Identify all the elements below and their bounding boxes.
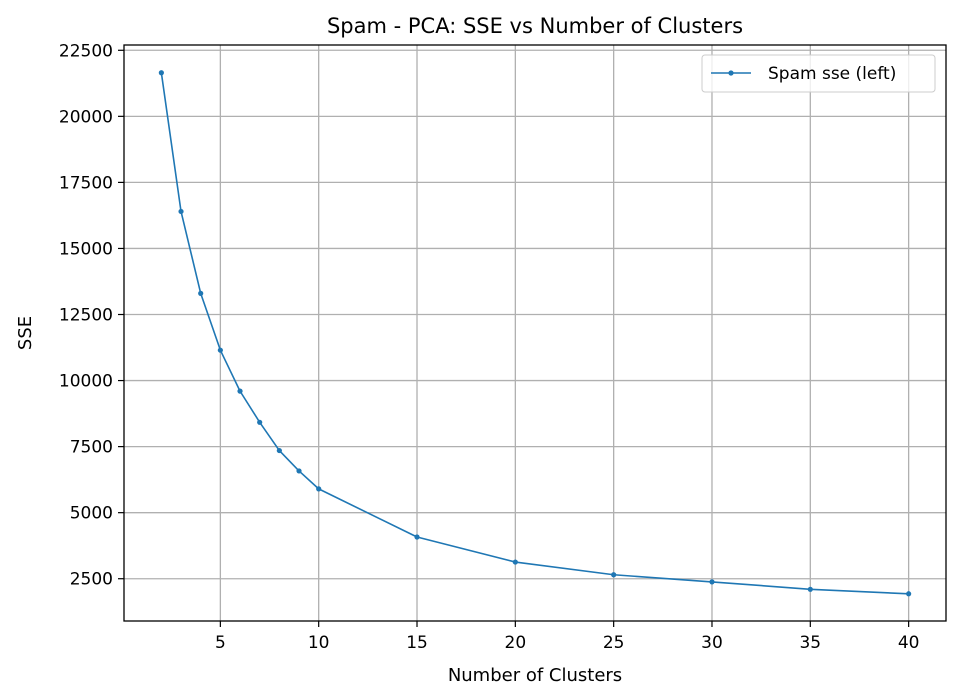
- x-axis-title: Number of Clusters: [448, 665, 622, 686]
- data-point: [198, 290, 204, 296]
- y-tick-label: 12500: [59, 306, 113, 326]
- data-point: [316, 486, 322, 492]
- data-point: [807, 586, 813, 592]
- data-point: [178, 208, 184, 215]
- x-axis-ticks: 5 10 15 20 25 30 35 40: [215, 621, 920, 653]
- x-tick-label: 40: [898, 633, 920, 653]
- data-point: [512, 559, 518, 565]
- data-point: [237, 388, 243, 394]
- data-point: [296, 468, 302, 474]
- grid-lines: [124, 45, 946, 621]
- y-axis-ticks: 2500 5000 7500 10000 12500 15000 17500 20000 225…: [59, 41, 124, 590]
- data-point: [276, 447, 282, 454]
- chart-title: Spam - PCA: SSE vs Number of Clusters: [327, 14, 743, 38]
- y-tick-label: 10000: [59, 372, 113, 392]
- data-point: [414, 534, 420, 540]
- x-tick-label: 5: [215, 633, 226, 653]
- data-point: [709, 579, 715, 585]
- y-tick-label: 5000: [70, 504, 113, 524]
- series-layer: [158, 70, 912, 597]
- y-tick-label: 20000: [59, 107, 113, 127]
- x-tick-label: 10: [308, 633, 330, 653]
- x-tick-label: 35: [799, 633, 821, 653]
- legend-box: [701, 54, 936, 93]
- y-tick-label: 17500: [59, 173, 113, 193]
- x-tick-label: 20: [505, 633, 527, 653]
- y-tick-label: 22500: [59, 41, 113, 61]
- data-point: [906, 591, 912, 597]
- y-tick-label: 2500: [70, 570, 113, 590]
- y-tick-label: 7500: [70, 438, 113, 458]
- plot-frame: [123, 44, 947, 622]
- y-tick-label: 15000: [59, 239, 113, 259]
- data-point: [217, 347, 223, 353]
- x-tick-label: 15: [406, 633, 428, 653]
- data-point: [611, 572, 617, 578]
- x-tick-label: 30: [701, 633, 723, 653]
- y-axis-title: SSE: [15, 316, 36, 350]
- legend-label: Spam sse (left): [768, 64, 896, 84]
- data-point: [158, 70, 164, 76]
- legend-marker-sample: [728, 70, 734, 76]
- data-point: [257, 419, 263, 425]
- x-tick-label: 25: [603, 633, 625, 653]
- legend: Spam sse (left): [701, 54, 936, 93]
